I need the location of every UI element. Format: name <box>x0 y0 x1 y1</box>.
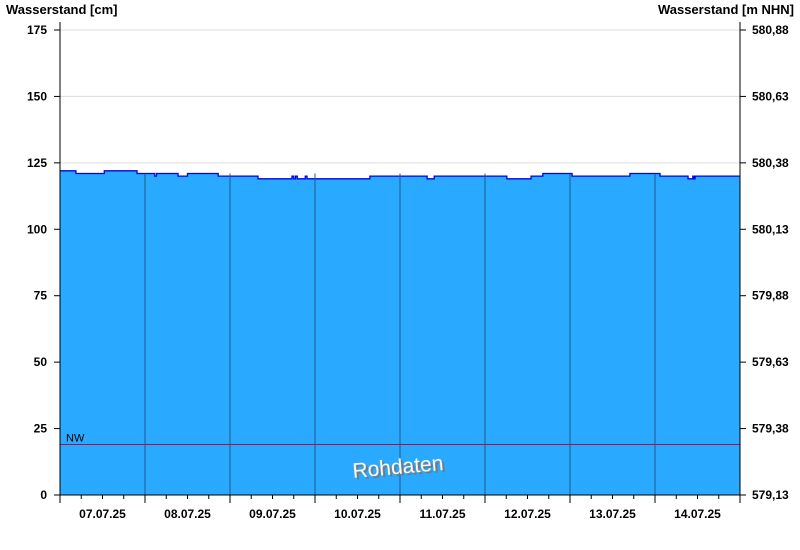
water-level-line <box>60 170 740 180</box>
x-tick-label: 12.07.25 <box>504 507 551 521</box>
y-tick-label-right: 579,38 <box>752 422 789 436</box>
y-tick-label-right: 579,63 <box>752 355 789 369</box>
y-tick-label-left: 25 <box>34 422 48 436</box>
x-tick-label: 10.07.25 <box>334 507 381 521</box>
y-tick-label-left: 125 <box>27 156 47 170</box>
y-tick-label-right: 580,63 <box>752 89 789 103</box>
y-tick-label-right: 579,88 <box>752 289 789 303</box>
x-tick-label: 14.07.25 <box>674 507 721 521</box>
y-tick-label-left: 150 <box>27 89 47 103</box>
y-tick-label-right: 580,13 <box>752 222 789 236</box>
y-tick-label-left: 175 <box>27 23 47 37</box>
x-tick-label: 08.07.25 <box>164 507 211 521</box>
y-tick-label-left: 50 <box>34 355 48 369</box>
y-tick-label-left: 0 <box>40 488 47 502</box>
x-tick-label: 09.07.25 <box>249 507 296 521</box>
y-tick-label-right: 580,88 <box>752 23 789 37</box>
x-tick-label: 11.07.25 <box>419 507 465 521</box>
y-tick-label-right: 579,13 <box>752 488 789 502</box>
left-axis-title: Wasserstand [cm] <box>6 2 118 17</box>
y-tick-label-right: 580,38 <box>752 156 789 170</box>
y-tick-label-left: 100 <box>27 222 47 236</box>
y-tick-label-left: 75 <box>34 289 48 303</box>
x-tick-label: 13.07.25 <box>589 507 636 521</box>
nw-threshold-label: NW <box>66 433 85 445</box>
right-axis-title: Wasserstand [m NHN] <box>658 2 794 17</box>
x-tick-label: 07.07.25 <box>79 507 126 521</box>
